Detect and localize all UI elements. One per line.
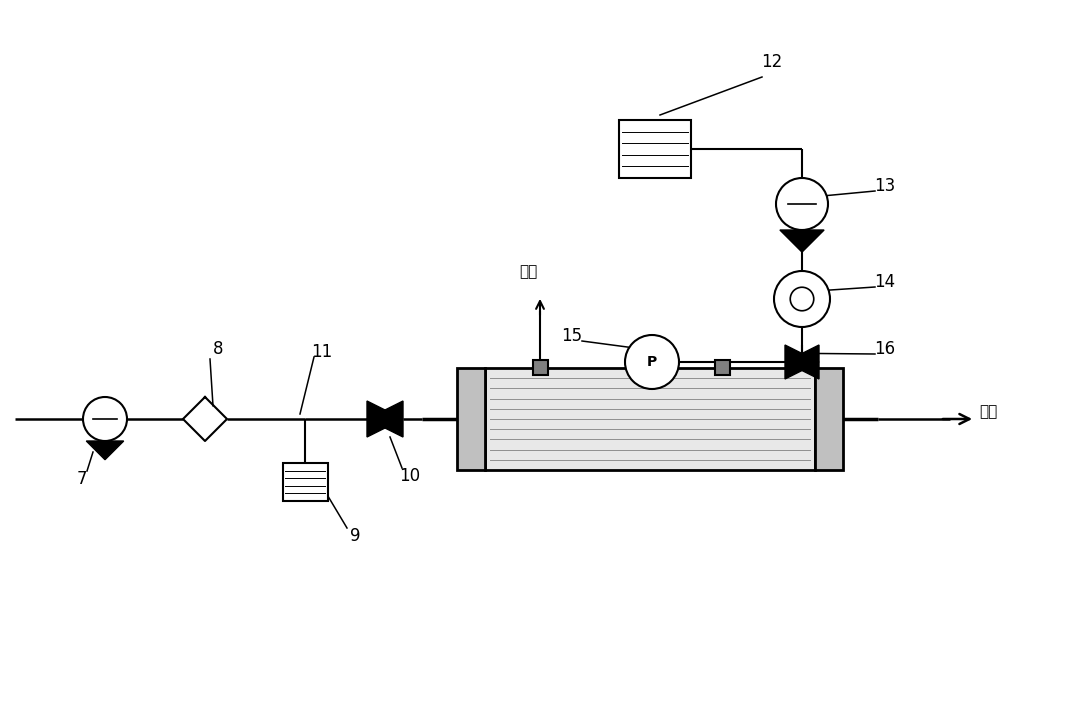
Polygon shape (780, 230, 824, 252)
Text: P: P (646, 355, 657, 369)
Text: 12: 12 (761, 53, 783, 71)
Text: 15: 15 (561, 327, 582, 345)
Bar (283, 463, 328, 501)
Circle shape (776, 178, 828, 230)
Text: 8: 8 (213, 340, 223, 358)
Polygon shape (785, 345, 819, 379)
Text: 16: 16 (875, 340, 895, 358)
Circle shape (83, 397, 127, 441)
Text: 出液: 出液 (978, 405, 997, 420)
Bar (485, 368, 815, 470)
Polygon shape (367, 401, 403, 437)
Polygon shape (367, 401, 403, 437)
Circle shape (625, 335, 679, 389)
Text: 9: 9 (349, 527, 360, 545)
Text: 10: 10 (400, 467, 420, 485)
Bar (815, 368, 843, 470)
Circle shape (774, 271, 830, 327)
Text: 11: 11 (311, 343, 333, 361)
Bar (619, 120, 691, 178)
Bar (456, 368, 485, 470)
Text: 出液: 出液 (519, 265, 537, 279)
Bar (714, 360, 729, 375)
Text: 13: 13 (875, 177, 895, 195)
Polygon shape (86, 441, 123, 460)
Polygon shape (785, 345, 819, 379)
Text: 7: 7 (76, 470, 87, 488)
Bar (533, 360, 547, 375)
Text: 14: 14 (875, 273, 895, 291)
